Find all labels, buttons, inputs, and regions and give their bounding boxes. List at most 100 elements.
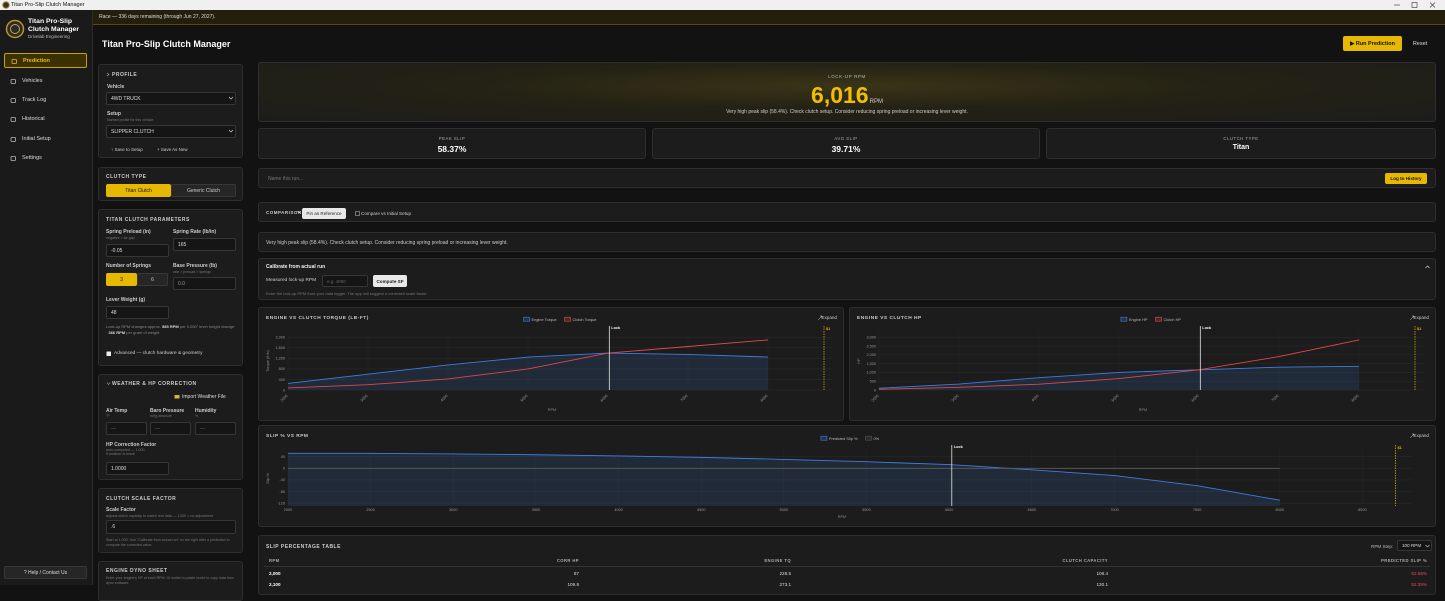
measured-input[interactable]: e.g. 4850 — [322, 275, 368, 287]
x-tick-label: 5000 — [520, 394, 529, 403]
x-tick-label: 5000 — [1111, 394, 1120, 403]
checkbox[interactable] — [106, 351, 112, 357]
placeholder: — — [111, 425, 116, 432]
x-tick-label: 7000 — [1271, 394, 1280, 403]
field-label: Air Temp — [106, 408, 128, 414]
legend-label: Clutch HP — [1164, 317, 1182, 322]
nav-item[interactable]: Initial Setup — [4, 132, 87, 147]
legend-label: Predicted Slip % — [829, 436, 858, 441]
x-axis-title: RPM — [838, 515, 846, 519]
run-button[interactable]: ▶ Run Prediction — [1343, 36, 1402, 51]
series-line — [878, 339, 1360, 390]
banner-text: Race — 336 days remaining (through Jun 2… — [99, 14, 216, 20]
air-input[interactable]: — — [106, 422, 147, 435]
window-controls[interactable] — [1390, 0, 1445, 10]
expand-button[interactable]: Expand — [821, 315, 837, 320]
x-tick-label: 7500 — [1193, 508, 1201, 512]
lockup-card: LOCK-UP RPM 6,016RPM Very high peak slip… — [258, 62, 1436, 122]
x-axis-title: RPM — [548, 408, 556, 412]
shift-label: $1 — [1397, 446, 1401, 450]
nav-item[interactable]: Settings — [4, 151, 87, 166]
field-label: Spring Rate (lb/in) — [173, 229, 217, 235]
note-value: 366 RPM — [108, 329, 126, 335]
legend-swatch — [523, 316, 530, 322]
save-as-new-button[interactable]: + Save As New — [157, 147, 188, 152]
humidity-input[interactable]: — — [195, 422, 236, 435]
scale-input[interactable]: .6 — [106, 520, 236, 534]
field-hint: adjusts clutch capacity to match real da… — [106, 514, 213, 518]
column-header: PREDICTED SLIP % — [1381, 558, 1427, 563]
y-tick-label: 40 — [281, 455, 285, 459]
chevron — [228, 129, 234, 133]
spring-rate-input[interactable]: 165 — [173, 238, 236, 251]
expand-icon — [817, 315, 823, 321]
collapse-icon[interactable] — [1425, 265, 1430, 269]
lever-input[interactable]: 48 — [106, 306, 169, 319]
lock-label: Lock — [611, 326, 621, 330]
scale-note: Start at 1.000. Use "Calibrate from actu… — [106, 538, 230, 547]
expand-button[interactable]: Expand — [1413, 315, 1429, 320]
section-heading: PROFILE — [112, 72, 138, 78]
legend-swatch — [820, 435, 828, 441]
stat-label: AVG SLIP — [834, 136, 858, 141]
y-tick-label: -80 — [280, 490, 286, 494]
nav-item[interactable]: Vehicles — [4, 74, 87, 89]
x-tick-label: 3000 — [449, 508, 457, 512]
y-tick-label: 1,600 — [275, 346, 285, 350]
help-button[interactable]: ? Help / Contact Us — [4, 566, 87, 579]
reset-button[interactable]: Reset — [1412, 40, 1428, 47]
collapse-icon[interactable] — [106, 381, 111, 386]
x-tick-label: 3500 — [532, 508, 540, 512]
section-heading: CLUTCH TYPE — [106, 174, 147, 180]
icon-shape — [10, 137, 16, 142]
x-tick-label: 7000 — [680, 394, 689, 403]
field-hint: rate × preload × springs — [173, 270, 211, 274]
input-value: -0.05 — [111, 247, 123, 254]
field-label: Scale Factor — [106, 507, 136, 513]
nav-item[interactable]: Track Log — [4, 93, 87, 108]
collapse-icon[interactable] — [106, 72, 110, 77]
run-name-input[interactable]: Name this run... — [264, 172, 1381, 185]
springs-option[interactable]: 6 — [137, 273, 168, 286]
nav-item[interactable]: Historical — [4, 112, 87, 127]
log-button[interactable]: Log to History — [1385, 173, 1427, 184]
y-tick-label: 1,200 — [275, 357, 285, 361]
nav-item[interactable]: Prediction — [4, 53, 87, 68]
section-heading: CLUTCH SCALE FACTOR — [106, 496, 177, 502]
stat-label: CLUTCH TYPE — [1223, 136, 1259, 141]
x-tick-label: 2500 — [366, 508, 374, 512]
input-value: .6 — [111, 524, 116, 530]
legend-label: Engine HP — [1129, 317, 1148, 322]
hp-factor-input[interactable]: 1.0000 — [106, 462, 169, 475]
table-cell: 2,000 — [269, 571, 281, 576]
legend-label: Engine Torque — [532, 317, 557, 322]
save-setup-button[interactable]: ↑ Save to Setup — [111, 147, 143, 152]
table-cell: 108.4 — [1096, 571, 1109, 576]
baro-input[interactable]: — — [150, 422, 191, 435]
toggle-option[interactable]: Generic Clutch — [171, 184, 236, 197]
params-card: TITAN CLUTCH PARAMETERS Spring Preload (… — [98, 209, 243, 366]
setup-select[interactable]: SLIPPER CLUTCH — [106, 125, 236, 138]
x-tick-label: 2000 — [284, 508, 292, 512]
compute-button[interactable]: Compute SF — [373, 275, 407, 287]
expand-button[interactable]: Expand — [1413, 433, 1429, 438]
chart-card: ENGINE VS CLUTCH HP Expand 0 500 1,000 1,500 2… — [849, 307, 1436, 421]
preload-input[interactable]: -0.05 — [106, 244, 169, 257]
table-card: SLIP PERCENTAGE TABLE RPM Step: 100 RPM … — [258, 535, 1436, 595]
app-name: Titan Pro-Slip Clutch Manager — [28, 18, 79, 33]
springs-option[interactable]: 3 — [106, 273, 137, 286]
app-subtitle: Drivelab Engineering — [28, 34, 70, 39]
pin-button[interactable]: Pin as Reference — [302, 208, 346, 219]
compare-button[interactable]: Compare vs Initial Setup — [361, 211, 412, 216]
step-select[interactable]: 100 RPM — [1397, 540, 1432, 551]
vehicle-select[interactable]: 4WD TRUCK — [106, 92, 236, 105]
field-label: Measured lock-up RPM — [266, 278, 317, 283]
import-button[interactable]: Import Weather File — [182, 394, 226, 400]
x-tick-label: 4000 — [440, 394, 449, 403]
toggle-option[interactable]: Titan Clutch — [106, 184, 171, 197]
chart-card: SLIP % VS RPM Expand -120 -80 -40 0 40 2000 2500… — [258, 425, 1436, 527]
field-label: Number of Springs — [106, 263, 152, 269]
icon-shape — [11, 59, 17, 64]
y-tick-label: 500 — [870, 380, 876, 384]
